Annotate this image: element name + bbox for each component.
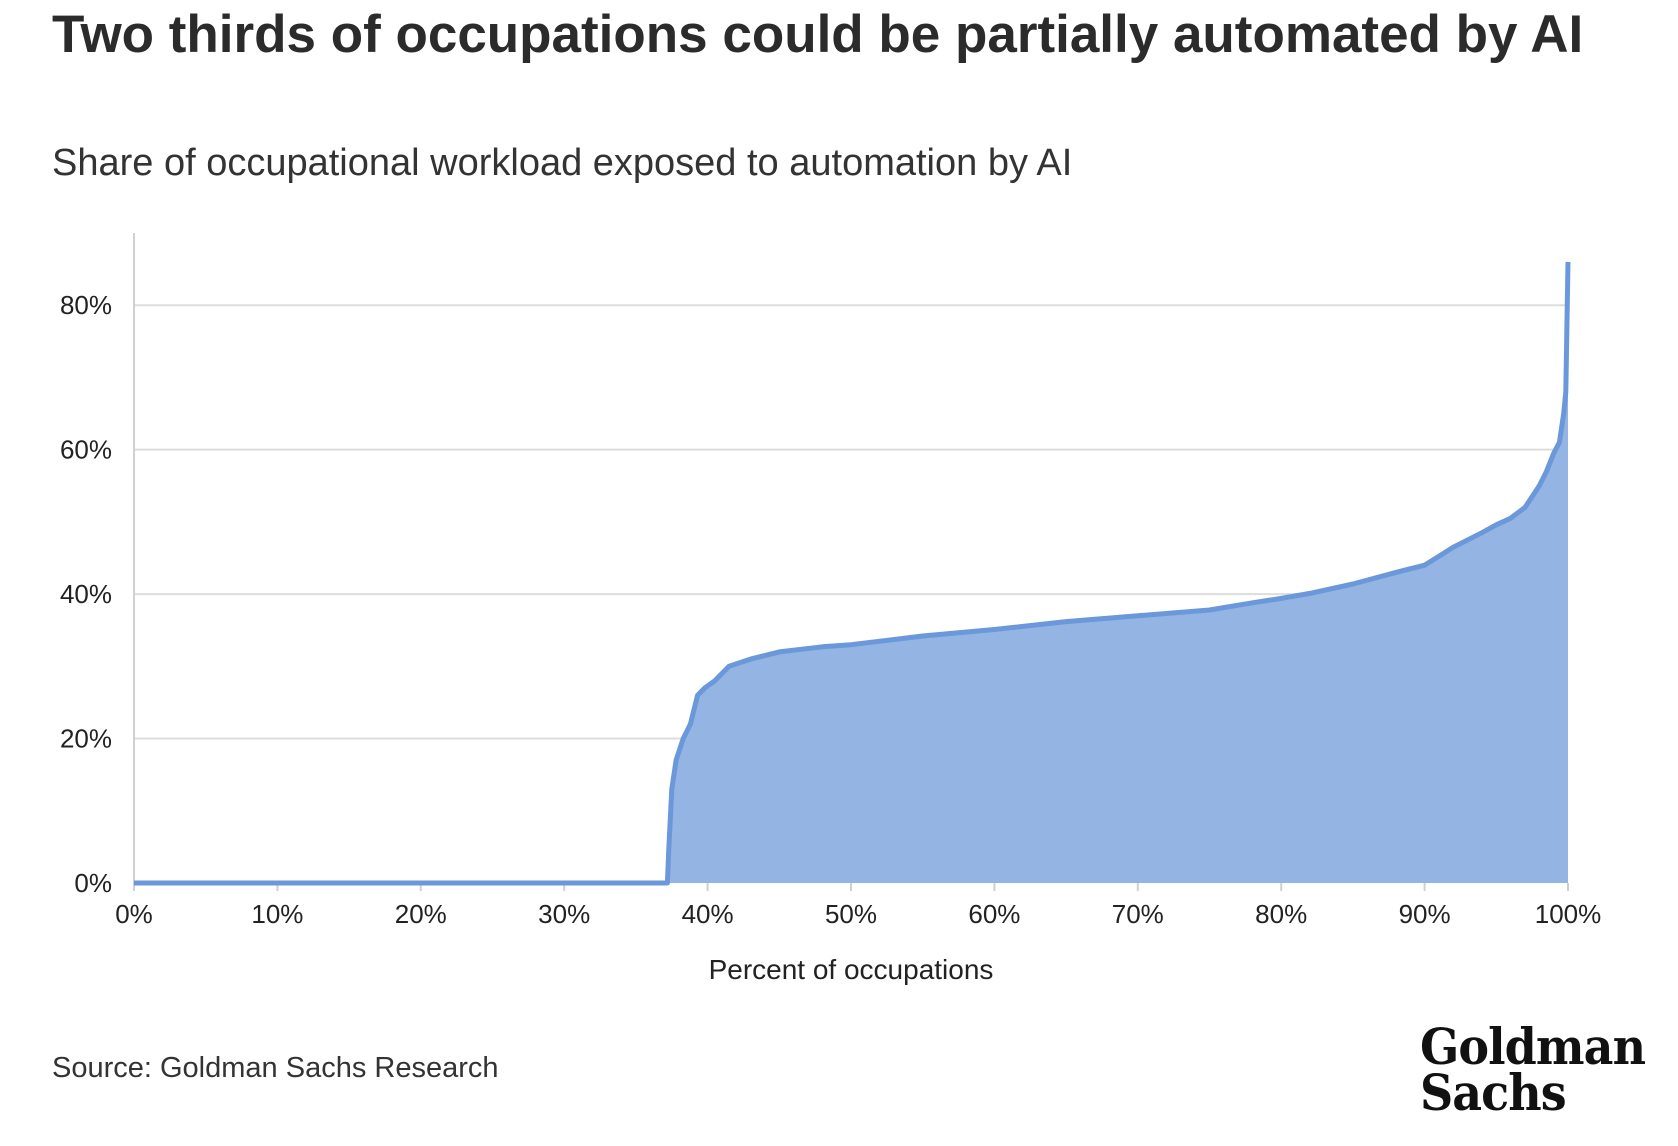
x-tick-label-9: 90% (1399, 899, 1451, 929)
source-note: Source: Goldman Sachs Research (52, 1052, 499, 1084)
y-tick-label-3: 60% (60, 435, 112, 465)
x-tick-label-6: 60% (968, 899, 1020, 929)
x-tick-label-2: 20% (395, 899, 447, 929)
x-tick-label-5: 50% (825, 899, 877, 929)
logo-line-1: Goldman (1420, 1017, 1646, 1076)
x-tick-label-8: 80% (1255, 899, 1307, 929)
chart-title: Two thirds of occupations could be parti… (52, 5, 1584, 64)
y-tick-label-0: 0% (74, 868, 112, 898)
x-tick-label-7: 70% (1112, 899, 1164, 929)
y-tick-label-1: 20% (60, 724, 112, 754)
x-tick-label-10: 100% (1535, 899, 1602, 929)
y-tick-label-2: 40% (60, 579, 112, 609)
logo-line-2: Sachs (1420, 1063, 1567, 1122)
x-tick-label-0: 0% (115, 899, 153, 929)
chart-subtitle: Share of occupational workload exposed t… (52, 142, 1073, 184)
x-axis-title: Percent of occupations (709, 954, 994, 985)
goldman-sachs-logo: Goldman Sachs (1420, 1017, 1646, 1122)
y-tick-label-4: 80% (60, 290, 112, 320)
x-tick-label-3: 30% (538, 899, 590, 929)
area-chart: 0% 10% 20% 30% 40% 50% 60% 70% 80% 90% 100% 0% 20% 40… (60, 233, 1602, 985)
series-area (134, 261, 1568, 883)
x-tick-label-1: 10% (251, 899, 303, 929)
series-line (134, 261, 1571, 886)
x-tick-label-4: 40% (682, 899, 734, 929)
